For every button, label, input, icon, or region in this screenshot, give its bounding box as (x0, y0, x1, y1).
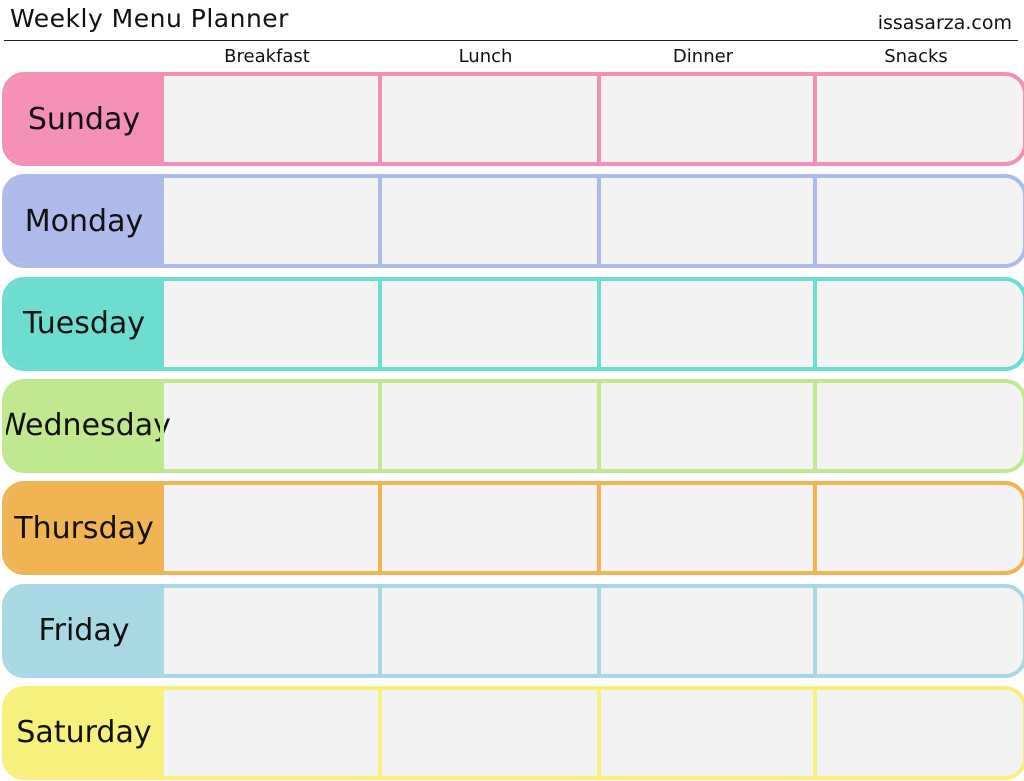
day-label: Sunday (6, 76, 162, 162)
cell-divider (813, 587, 817, 674)
day-row: Friday (2, 583, 1024, 678)
cell-divider (597, 587, 601, 674)
cell-divider (378, 76, 382, 162)
day-row: Tuesday (2, 276, 1024, 371)
cell-divider (160, 76, 164, 162)
cell-divider (597, 382, 601, 469)
cell-divider (813, 76, 817, 162)
cell-divider (160, 485, 164, 572)
cell-divider (597, 485, 601, 572)
cell-divider (378, 382, 382, 469)
day-label: Thursday (6, 485, 162, 572)
cell-divider (597, 280, 601, 367)
cell-divider (378, 689, 382, 776)
day-row: Thursday (2, 481, 1024, 576)
day-label: Tuesday (6, 280, 162, 367)
day-row: Saturday (2, 685, 1024, 780)
site-name: issasarza.com (877, 12, 1012, 34)
header-rule (4, 40, 1018, 41)
cell-divider (160, 382, 164, 469)
cell-divider (597, 76, 601, 162)
cell-divider (813, 382, 817, 469)
title: Weekly Menu Planner (10, 4, 289, 33)
column-header: Breakfast (224, 46, 310, 67)
day-label: Monday (6, 178, 162, 265)
cell-divider (160, 689, 164, 776)
day-label: Friday (6, 587, 162, 674)
cell-divider (378, 587, 382, 674)
column-header: Snacks (884, 46, 948, 67)
cell-divider (813, 689, 817, 776)
cell-divider (160, 280, 164, 367)
cell-divider (597, 178, 601, 265)
day-label: Wednesday (6, 382, 171, 469)
day-row: Monday (2, 174, 1024, 269)
column-header: Dinner (672, 46, 734, 67)
cell-divider (160, 587, 164, 674)
cell-divider (378, 280, 382, 367)
cell-divider (378, 485, 382, 572)
cell-divider (813, 280, 817, 367)
cell-divider (813, 485, 817, 572)
day-row: Wednesday (2, 378, 1024, 473)
cell-divider (813, 178, 817, 265)
day-row: Sunday (2, 72, 1024, 166)
cell-divider (378, 178, 382, 265)
day-label: Saturday (6, 689, 162, 776)
column-header: Lunch (458, 46, 513, 67)
cell-divider (160, 178, 164, 265)
cell-divider (597, 689, 601, 776)
